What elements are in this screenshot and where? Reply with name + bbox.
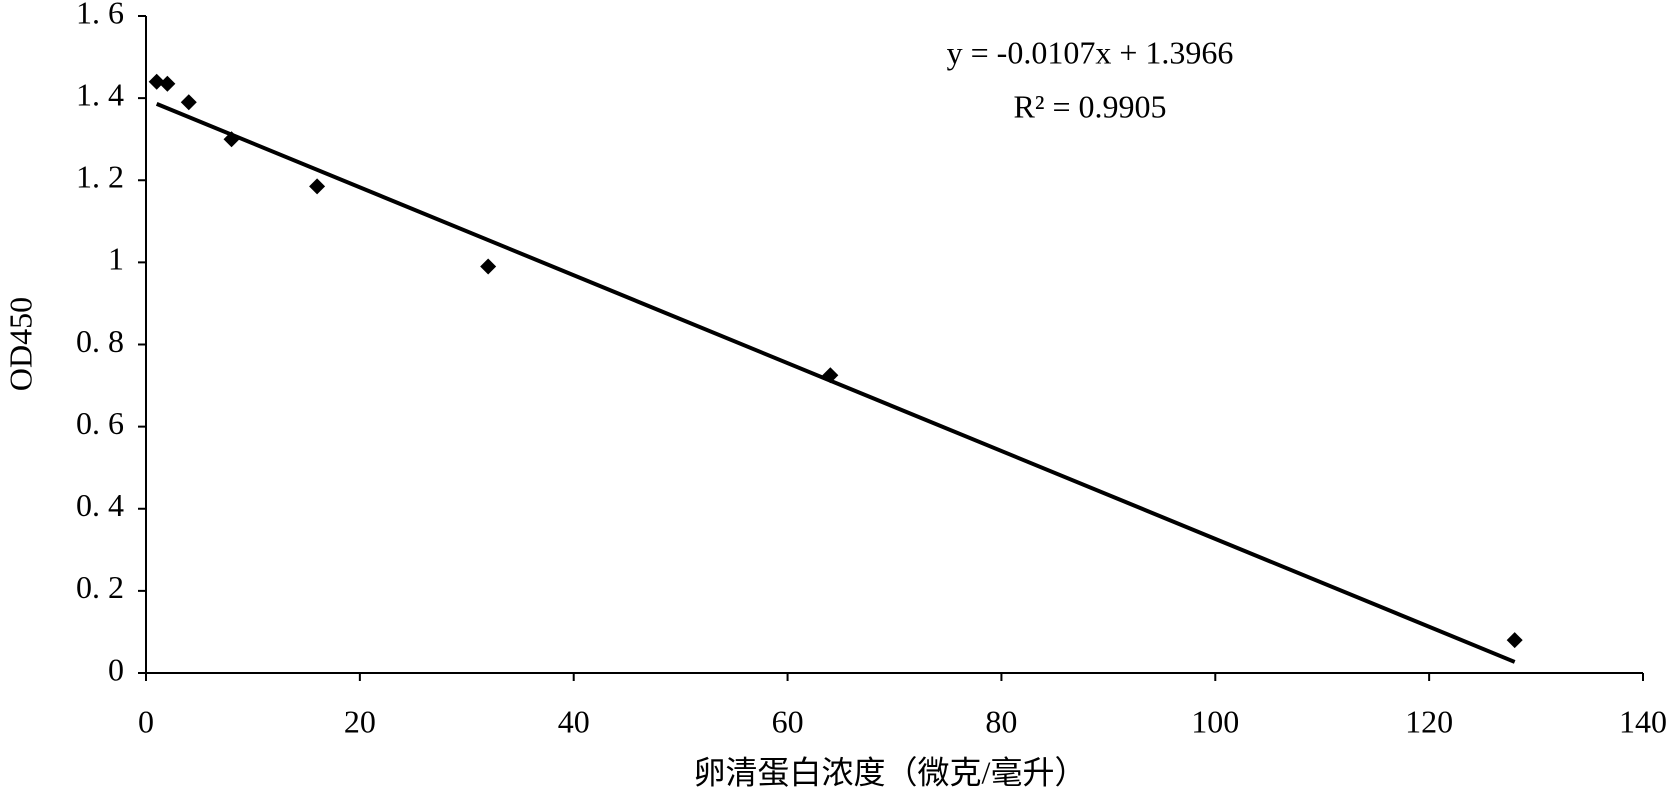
chart: y = -0.0107x + 1.3966 R² = 0.9905 卵清蛋白浓度… [0, 0, 1676, 803]
trend-equation: y = -0.0107x + 1.3966 [947, 34, 1234, 70]
y-axis-title: OD450 [2, 297, 38, 391]
data-point [1507, 632, 1523, 648]
y-tick-label: 0. 6 [76, 405, 124, 441]
x-axis-title: 卵清蛋白浓度（微克/毫升） [694, 754, 1087, 790]
x-tick-label: 80 [985, 703, 1017, 739]
x-tick-label: 40 [558, 703, 590, 739]
x-tick-label: 20 [344, 703, 376, 739]
y-tick-label: 1. 4 [76, 76, 124, 112]
y-tick-label: 1. 6 [76, 0, 124, 30]
trendline [157, 104, 1515, 662]
y-tick-label: 0. 4 [76, 487, 124, 523]
y-tick-label: 0. 2 [76, 569, 124, 605]
data-point [181, 94, 197, 110]
y-tick-label: 0 [108, 651, 124, 687]
data-point [480, 258, 496, 274]
x-tick-label: 60 [772, 703, 804, 739]
data-point [159, 76, 175, 92]
x-tick-label: 140 [1619, 703, 1667, 739]
x-tick-label: 120 [1405, 703, 1453, 739]
x-tick-label: 100 [1191, 703, 1239, 739]
data-point [309, 178, 325, 194]
y-tick-label: 1 [108, 241, 124, 277]
x-tick-label: 0 [138, 703, 154, 739]
r-squared: R² = 0.9905 [1014, 88, 1167, 124]
y-tick-label: 1. 2 [76, 159, 124, 195]
y-tick-label: 0. 8 [76, 323, 124, 359]
